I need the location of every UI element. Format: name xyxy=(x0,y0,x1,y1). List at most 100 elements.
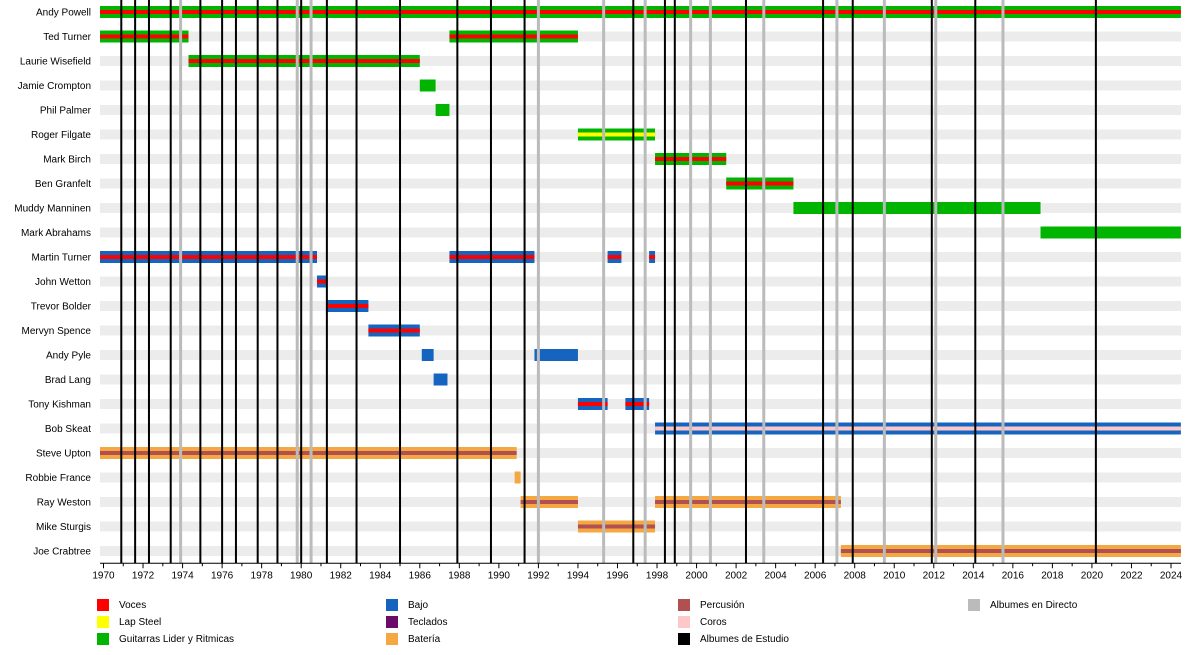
member-bar-laurie-wisefield xyxy=(188,55,420,67)
member-label: Mark Birch xyxy=(43,155,91,166)
member-bar-mervyn-spence xyxy=(368,324,420,337)
row-band xyxy=(100,203,1181,213)
member-label: Tony Kishman xyxy=(28,400,91,411)
bar-stripe-vocals xyxy=(449,34,578,39)
bar-base-guitars xyxy=(419,79,436,92)
album-lines xyxy=(120,0,1097,564)
bar-base-guitars xyxy=(435,104,450,116)
row-band xyxy=(100,154,1181,164)
member-label: Trevor Bolder xyxy=(31,302,92,313)
member-bar-ted-turner xyxy=(449,30,578,43)
member-label: Laurie Wisefield xyxy=(20,57,91,68)
member-label: Bob Skeat xyxy=(45,424,91,435)
x-axis: 1970 1972 1974 1976 1978 1980 1982 1984 1986 1988… xyxy=(92,562,1183,581)
bar-stripe-vocals xyxy=(726,181,794,186)
x-tick-label: 2024 xyxy=(1160,570,1183,581)
x-tick-label: 2012 xyxy=(923,570,946,581)
x-tick-label: 2016 xyxy=(1002,570,1025,581)
x-tick-label: 1992 xyxy=(527,570,550,581)
bar-base-bass xyxy=(421,349,434,361)
row-band xyxy=(100,448,1181,458)
member-label: Ted Turner xyxy=(43,32,91,43)
x-tick-label: 1972 xyxy=(132,570,155,581)
member-label: Roger Filgate xyxy=(31,130,91,141)
bar-stripe-vocals xyxy=(607,255,622,259)
member-bar-andy-powell xyxy=(100,6,1181,18)
row-band xyxy=(100,178,1181,189)
member-bar-brad-lang xyxy=(433,373,448,386)
x-tick-label: 1996 xyxy=(606,570,629,581)
member-label: Martin Turner xyxy=(32,253,92,264)
bar-stripe-lapsteel xyxy=(577,132,656,137)
member-bar-phil-palmer xyxy=(435,104,450,116)
member-bar-john-wetton xyxy=(317,275,327,288)
x-tick-label: 1988 xyxy=(448,570,471,581)
member-bar-ted-turner xyxy=(100,30,189,43)
x-tick-label: 2000 xyxy=(685,570,708,581)
member-bar-trevor-bolder xyxy=(326,300,369,312)
bar-base-guitars xyxy=(793,202,1041,214)
member-bar-mark-abrahams xyxy=(1040,226,1181,239)
x-tick-label: 1990 xyxy=(488,570,511,581)
row-bands xyxy=(100,7,1181,556)
row-band xyxy=(100,105,1181,115)
bar-stripe-vocals xyxy=(317,279,327,284)
x-tick-label: 2002 xyxy=(725,570,748,581)
member-label: John Wetton xyxy=(35,277,91,288)
x-tick-label: 1974 xyxy=(171,570,194,581)
member-label: Ray Weston xyxy=(37,498,91,509)
member-bar-ray-weston xyxy=(520,496,578,508)
row-band xyxy=(100,31,1181,42)
member-label: Joe Crabtree xyxy=(33,547,91,558)
x-tick-label: 1998 xyxy=(646,570,669,581)
x-tick-label: 1978 xyxy=(251,570,274,581)
x-tick-label: 2008 xyxy=(844,570,867,581)
member-bar-martin-turner xyxy=(649,251,656,263)
bar-stripe-perc xyxy=(655,500,841,504)
member-labels: Andy Powell Ted Turner Laurie Wisefield Jam… xyxy=(14,8,91,558)
member-bar-robbie-france xyxy=(514,471,521,484)
member-bar-ben-granfelt xyxy=(726,177,794,190)
x-tick-label: 1986 xyxy=(409,570,432,581)
member-label: Andy Pyle xyxy=(46,351,91,362)
member-bar-roger-filgate xyxy=(577,128,656,141)
row-band xyxy=(100,276,1181,287)
member-bar-steve-upton xyxy=(100,447,517,459)
member-label: Steve Upton xyxy=(36,449,91,460)
x-tick-label: 1970 xyxy=(92,570,115,581)
bar-stripe-vocals xyxy=(100,255,317,259)
row-band xyxy=(100,350,1181,360)
member-bar-joe-crabtree xyxy=(840,545,1181,557)
x-tick-label: 1982 xyxy=(330,570,353,581)
bar-stripe-vocals xyxy=(368,328,420,333)
row-band xyxy=(100,546,1181,556)
member-label: Phil Palmer xyxy=(40,106,92,117)
bar-stripe-backing xyxy=(655,426,1181,431)
bar-stripe-perc xyxy=(520,500,578,504)
row-band xyxy=(100,423,1181,434)
bar-stripe-vocals xyxy=(100,10,1181,14)
bar-stripe-vocals xyxy=(625,402,650,406)
member-bar-martin-turner xyxy=(607,251,622,263)
x-tick-label: 2018 xyxy=(1041,570,1064,581)
member-bar-bob-skeat xyxy=(655,422,1181,435)
row-band xyxy=(100,472,1181,483)
member-label: Mervyn Spence xyxy=(22,326,92,337)
member-bar-andy-pyle xyxy=(421,349,434,361)
x-tick-label: 2010 xyxy=(883,570,906,581)
bar-stripe-perc xyxy=(100,451,517,455)
x-tick-label: 2022 xyxy=(1120,570,1143,581)
member-label: Muddy Manninen xyxy=(14,204,91,215)
x-tick-label: 1994 xyxy=(567,570,590,581)
row-band xyxy=(100,56,1181,66)
member-label: Andy Powell xyxy=(36,8,91,19)
bar-base-guitars xyxy=(1040,226,1181,239)
x-tick-label: 1976 xyxy=(211,570,234,581)
bar-stripe-vocals xyxy=(326,304,369,308)
bar-stripe-perc xyxy=(577,524,656,529)
bar-base-drums xyxy=(514,471,521,484)
member-bar-jamie-crompton xyxy=(419,79,436,92)
bar-base-bass xyxy=(433,373,448,386)
row-band xyxy=(100,227,1181,238)
